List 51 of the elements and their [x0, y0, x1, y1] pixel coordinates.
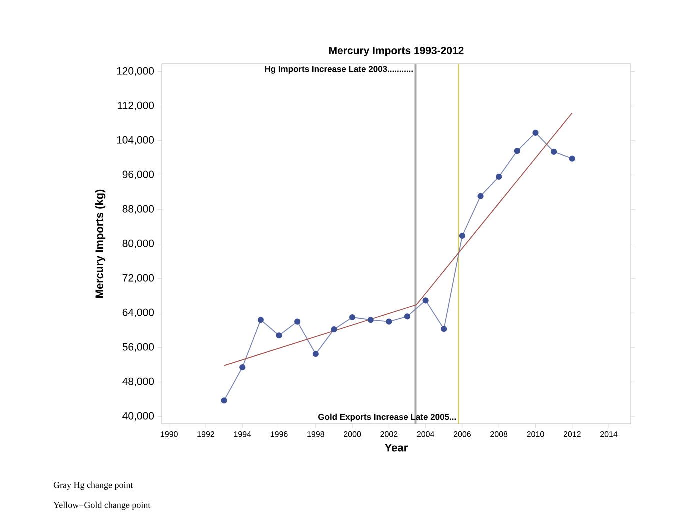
chart-title: Mercury Imports 1993-2012	[330, 46, 464, 56]
x-tick-label: 1990	[161, 432, 178, 438]
x-tick-label: 1992	[198, 432, 214, 438]
x-tick-label: 2008	[490, 432, 508, 438]
point	[459, 232, 466, 240]
y-tick-label: 104,000	[117, 136, 154, 146]
point	[331, 326, 338, 333]
x-tick-label: 2002	[380, 432, 398, 438]
x-tick-label: 2014	[600, 432, 618, 438]
y-tick-label: 72,000	[122, 274, 154, 284]
y-tick-label: 120,000	[117, 67, 154, 76]
point	[496, 174, 502, 180]
y-tick-label: 48,000	[122, 378, 154, 387]
ref-line-label: Gold Exports Increase Late 2005...	[318, 414, 456, 422]
point	[532, 130, 539, 136]
y-tick-label: 80,000	[122, 240, 154, 249]
point	[514, 148, 520, 154]
y-tick-label: 96,000	[122, 170, 154, 180]
point	[294, 318, 301, 325]
x-tick-label: 2004	[417, 432, 434, 438]
x-tick-label: 2010	[527, 432, 544, 438]
x-tick-label: 2012	[564, 432, 581, 438]
point	[441, 326, 448, 332]
text: Yellow=Gold change point	[54, 502, 151, 510]
y-tick-label: 112,000	[118, 102, 154, 111]
point	[422, 298, 429, 304]
point	[569, 156, 576, 162]
point	[551, 148, 558, 155]
text: Gray Hg change point	[54, 482, 134, 490]
x-tick-label: 1996	[270, 432, 288, 438]
x-tick-label: 1998	[308, 432, 324, 438]
x-tick-label: 1994	[234, 432, 252, 438]
point	[349, 314, 356, 321]
point	[312, 351, 319, 358]
point	[404, 314, 411, 320]
y-tick-label: 56,000	[122, 343, 154, 352]
point	[276, 332, 282, 339]
point	[258, 317, 264, 324]
ref-line-label: Hg Imports Increase Late 2003...........	[265, 66, 413, 74]
x-axis-title: Year	[385, 444, 408, 452]
y-tick-label: 40,000	[122, 412, 154, 422]
point	[386, 318, 392, 325]
x-tick-label: 2000	[344, 432, 362, 438]
y-axis-title: Mercury Imports (kg)	[95, 190, 106, 298]
point	[478, 193, 484, 200]
y-tick-label: 64,000	[122, 308, 154, 318]
x-tick-label: 2006	[454, 432, 471, 438]
y-tick-label: 88,000	[122, 205, 154, 214]
point	[240, 364, 246, 371]
point	[221, 398, 228, 404]
point	[368, 317, 374, 324]
